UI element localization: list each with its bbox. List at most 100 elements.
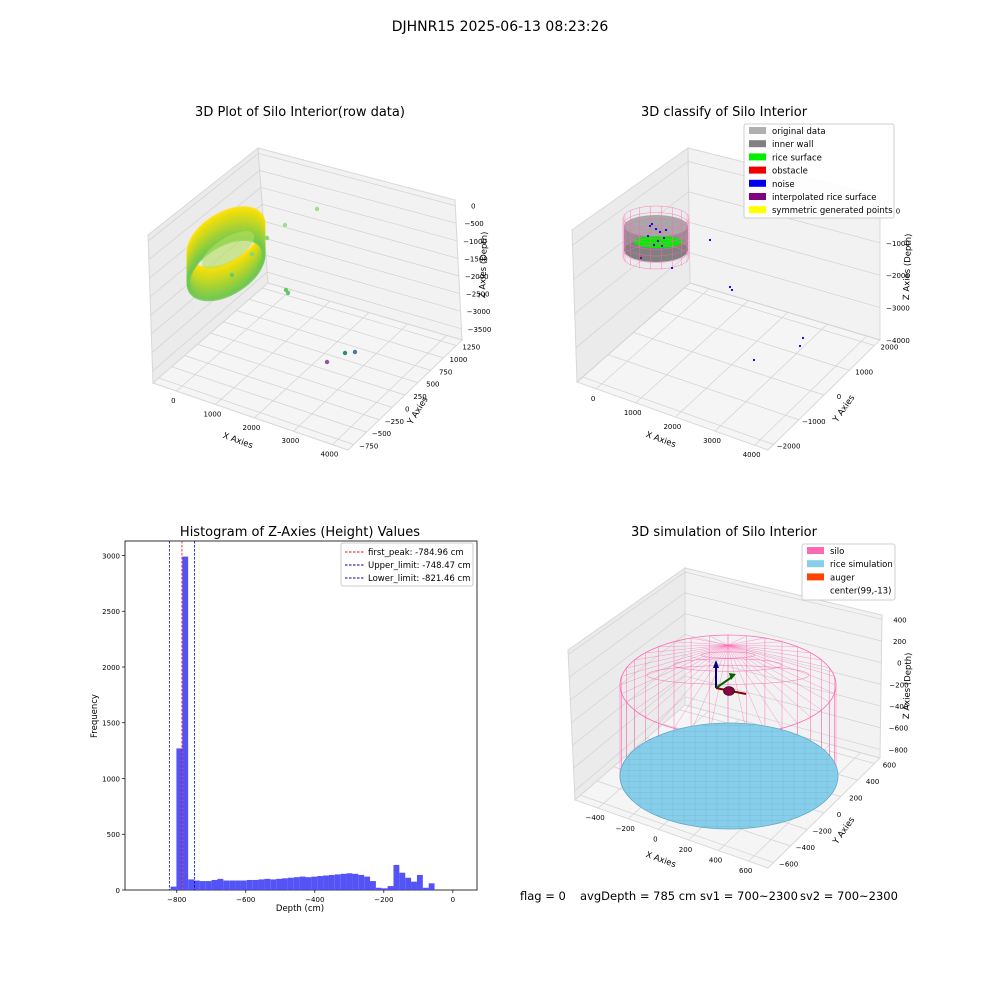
y-gridline [262,287,457,346]
legend-label: silo [830,547,844,557]
silo-roof-line [727,644,830,703]
auger-y-arrowhead [729,673,736,680]
z-gridline [152,271,462,372]
raw-outlier-point [324,359,330,365]
legend-label: center(99,-13) [830,587,891,597]
y-tick-label: 1000 [102,775,120,783]
y-tick-label: −600 [779,861,798,869]
x-tick-label: 0 [171,397,175,405]
z-gridline [575,252,881,349]
y-tick-label: 200 [849,795,862,803]
z-tick-label: −1500 [464,255,488,263]
y-tick-label: 500 [107,831,120,839]
silo-roof-line [727,637,765,646]
noise-point [798,344,802,348]
y-gridline [210,332,406,396]
silo-roof-line [709,635,729,646]
histogram-bar [323,875,329,890]
silo-roof-line [634,644,729,711]
y-tick-label: 2000 [102,664,120,672]
classify-gridlines [572,161,881,446]
x-tick-label: 4000 [320,451,338,459]
y-gridline [633,332,825,396]
histogram-bar [252,879,259,890]
legend-swatch [749,140,766,148]
y-tick-label: 3000 [102,552,120,560]
histogram-bar [170,886,177,890]
legend-swatch [749,153,766,161]
z-tick-label: 0 [897,660,901,668]
legend-swatch [749,206,766,214]
y-tick-label: 0 [837,393,841,401]
x-tick-label: −800 [167,896,186,904]
z-tick-label: −3500 [468,326,492,334]
histogram-bar [293,877,300,890]
histogram-bar [416,874,423,890]
noise-point [658,230,662,234]
figure-suptitle: DJHNR15 2025-06-13 08:23:26 [392,19,609,35]
z-tick-label: −600 [889,725,908,733]
legend-label: rice simulation [830,560,893,570]
z-tick-label: −2000 [886,272,910,280]
classify-axis-ticks: 0 1000 2000 3000 4000 −2000 −1000 0 1000 2000 0 −10… [591,207,910,459]
histogram-bar [223,880,230,890]
silo-roof-line [673,641,729,646]
classify-x-label: X Axies [644,430,677,450]
noise-point [728,285,732,289]
sim-rice-surface [619,722,839,830]
y-gridline [658,309,850,371]
noise-point [656,239,660,243]
raw-outlier-point [264,235,270,241]
z-tick-label: −200 [889,681,908,689]
legend-label: obstacle [772,167,808,177]
y-tick-label: 1500 [102,720,120,728]
histogram-bar [217,878,224,890]
classify-plot: 3D classify of Silo Interior 0 1000 2000 30… [571,105,914,459]
silo-roof-line [727,641,783,646]
x-tick-label: 1000 [624,409,642,417]
histogram-bar [240,880,247,890]
histogram-bar [199,881,206,890]
histogram-bar [287,877,294,890]
histogram-bar [211,879,218,890]
histogram-legend: first_peak: -784.96 cm Upper_limit: -748.… [340,542,474,587]
classify-legend: original data inner wall rice surface obsta… [743,123,895,219]
x-tick-label: 4000 [743,451,761,459]
z-gridline [573,191,881,280]
z-tick-label: 0 [471,203,475,211]
interpolated-point [639,256,643,260]
legend-label: inner wall [772,140,813,150]
x-tick-label: 600 [739,867,752,875]
legend-label: interpolated rice surface [772,193,877,203]
z-gridline [572,654,881,746]
silo-roof-line [621,644,729,694]
histogram-reference-lines [168,541,195,890]
histogram-bar [340,873,347,890]
y-tick-label: −250 [385,418,404,426]
noise-point [730,288,734,292]
y-tick-label: 1000 [855,368,873,376]
silo-roof-line [691,637,729,646]
z-gridline [574,696,881,792]
y-tick-label: −1000 [802,418,826,426]
histogram-bar [188,879,195,890]
x-tick-label: 3000 [703,437,721,445]
x-tick-label: 1000 [203,410,221,418]
y-tick-label: −750 [359,443,378,451]
z-tick-label: −500 [465,220,484,228]
simulation-legend: silo rice simulation auger center(99,-13) [801,543,896,601]
histogram-bar [317,876,324,890]
flag-text: flag = 0 [520,889,566,903]
z-gridline [569,592,882,678]
x-tick-label: 2000 [663,423,681,431]
silo-roof-line [727,644,747,735]
legend-label: rice surface [772,153,822,163]
z-tick-label: 200 [893,638,906,646]
z-tick-label: −4000 [886,337,910,345]
histogram-bar [205,881,212,890]
y-tick-label: 1000 [450,356,468,364]
silo-roof-line [634,644,729,661]
silo-roof-line [727,644,822,661]
silo-roof-line [727,644,798,647]
